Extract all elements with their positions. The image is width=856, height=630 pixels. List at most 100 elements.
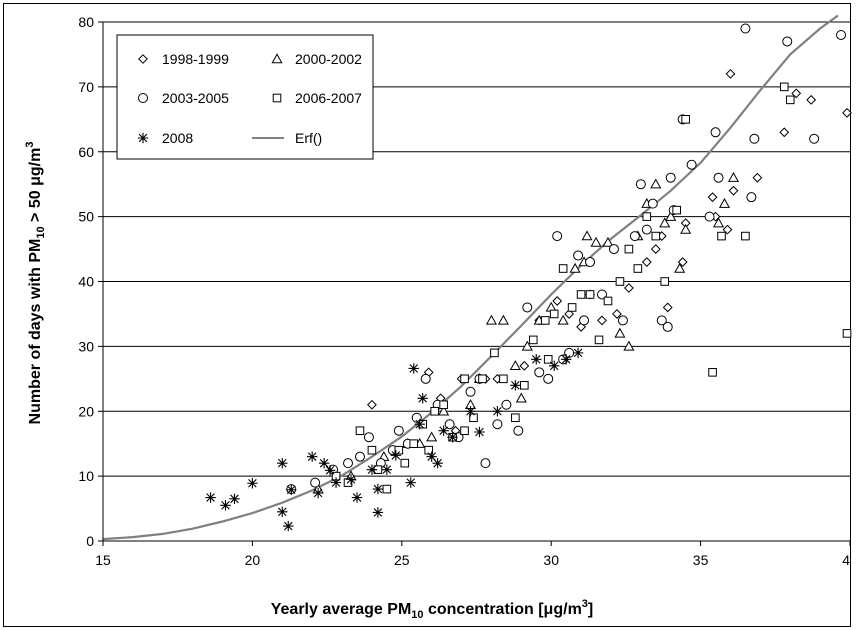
axes: [98, 21, 851, 546]
data-point-asterisk: [417, 393, 428, 404]
data-point-circle: [343, 458, 354, 469]
data-point-asterisk: [465, 406, 476, 417]
data-point-square: [779, 82, 789, 92]
data-point-square: [543, 355, 553, 364]
data-point-square: [785, 95, 795, 105]
x-tick-label: 35: [693, 552, 709, 568]
data-point-circle: [480, 458, 491, 469]
data-point-circle: [534, 367, 545, 378]
data-point-triangle: [650, 178, 662, 189]
data-point-square: [490, 348, 499, 358]
data-point-diamond: [806, 94, 817, 105]
data-point-square: [576, 290, 586, 299]
x-tick-label: 15: [95, 552, 111, 568]
y-tick-label: 30: [78, 338, 94, 354]
data-point-square: [651, 231, 661, 241]
data-point-circle: [522, 302, 533, 313]
data-point-circle: [543, 373, 554, 384]
data-point-asterisk: [531, 354, 542, 365]
data-point-triangle: [727, 171, 740, 182]
data-point-circle: [629, 231, 640, 242]
y-tick-label: 20: [78, 403, 94, 419]
x-tick-label: 25: [394, 552, 410, 568]
legend-marker-triangle: [271, 53, 283, 64]
data-point-circle: [662, 321, 673, 332]
legend-marker-asterisk: [137, 132, 149, 144]
data-point-square: [460, 374, 469, 384]
data-point-circle: [465, 386, 476, 397]
data-point-asterisk: [220, 500, 231, 511]
x-tick-label: 20: [245, 552, 261, 568]
data-point-square: [478, 374, 487, 384]
data-point-asterisk: [432, 457, 443, 469]
y-axis-title: Number of days with PM10 > 50 μg/m3: [24, 142, 47, 425]
data-point-triangle: [665, 210, 677, 221]
x-tick-label: 30: [543, 552, 559, 568]
data-point-diamond: [677, 257, 688, 267]
erf-curve-layer: [102, 14, 839, 541]
data-point-circle: [635, 179, 646, 190]
data-point-diamond: [752, 172, 763, 183]
data-point-square: [540, 316, 550, 325]
data-point-asterisk: [277, 506, 288, 518]
data-point-circle: [704, 211, 715, 222]
data-point-diamond: [722, 224, 733, 235]
data-point-square: [741, 231, 750, 241]
data-point-triangle: [674, 262, 686, 273]
data-point-diamond: [564, 309, 575, 319]
data-point-asterisk: [572, 347, 584, 359]
data-point-triangle: [602, 236, 614, 247]
data-point-asterisk: [405, 477, 416, 488]
data-point-circle: [746, 192, 757, 203]
data-point-circle: [393, 425, 404, 436]
data-point-asterisk: [306, 451, 318, 462]
y-tick-label: 60: [78, 144, 94, 160]
data-point-circle: [647, 198, 658, 209]
data-point-square: [842, 329, 852, 338]
data-point-circle: [354, 451, 365, 462]
data-point-diamond: [576, 322, 586, 332]
data-point-asterisk: [510, 380, 521, 391]
data-point-diamond: [597, 315, 607, 326]
legend-marker-shape: [271, 53, 283, 64]
data-point-circle: [656, 315, 667, 326]
data-point-square: [520, 381, 529, 390]
legend-marker-shape: [138, 54, 148, 64]
data-point-circle: [713, 172, 724, 183]
legend-box: [116, 34, 374, 160]
data-point-triangle: [680, 223, 692, 234]
data-point-asterisk: [372, 507, 384, 518]
data-point-asterisk: [247, 478, 258, 489]
y-tick-label: 40: [78, 274, 94, 290]
legend-label-2008: 2008: [162, 130, 193, 146]
legend-entry-2008: 2008: [137, 130, 193, 146]
data-point-triangle: [521, 340, 533, 351]
data-point-square: [439, 400, 448, 410]
data-point-triangle: [623, 340, 635, 351]
data-point-diamond: [623, 283, 634, 293]
data-point-diamond: [779, 127, 790, 138]
data-point-asterisk: [447, 432, 458, 443]
data-point-triangle: [614, 327, 626, 338]
data-point-diamond: [641, 257, 652, 267]
data-point-circle: [579, 315, 590, 326]
data-point-square: [460, 426, 469, 436]
data-point-circle: [641, 224, 652, 235]
data-point-diamond: [707, 192, 718, 203]
data-point-asterisk: [324, 465, 336, 476]
data-point-circle: [310, 477, 321, 488]
data-point-square: [355, 426, 365, 436]
data-point-asterisk: [438, 425, 449, 436]
data-point-diamond: [662, 302, 673, 313]
data-point-square: [567, 303, 577, 312]
data-point-triangle: [509, 360, 521, 371]
data-point-square: [594, 335, 604, 345]
data-point-square: [549, 309, 559, 319]
data-point-asterisk: [205, 492, 216, 503]
data-point-circle: [492, 419, 503, 430]
data-point-circle: [363, 432, 374, 443]
x-tick-label: 4: [842, 552, 850, 568]
data-point-square: [633, 264, 643, 273]
data-point-asterisk: [372, 483, 384, 495]
